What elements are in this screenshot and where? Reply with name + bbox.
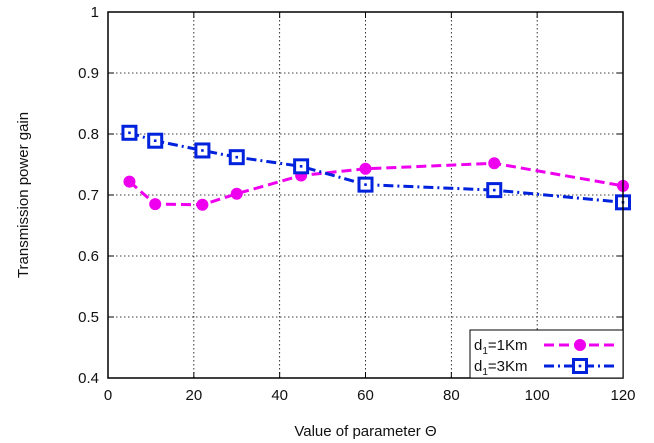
y-tick-label: 1 bbox=[91, 4, 99, 21]
y-tick-label: 0.5 bbox=[78, 309, 99, 326]
x-tick-label: 100 bbox=[525, 387, 550, 404]
series-layer bbox=[121, 124, 631, 211]
series-1-point bbox=[359, 162, 372, 175]
series-2-point-dot bbox=[235, 155, 239, 159]
x-tick-label: 80 bbox=[443, 387, 460, 404]
x-tick-label: 60 bbox=[357, 387, 374, 404]
y-tick-label: 0.9 bbox=[78, 65, 99, 82]
series-2-point-dot bbox=[492, 188, 496, 192]
series-1-point bbox=[149, 198, 162, 211]
series-1-line bbox=[128, 161, 624, 207]
series-1-point bbox=[123, 175, 136, 188]
x-axis-label: Value of parameter Θ bbox=[294, 423, 436, 440]
x-tick-label: 120 bbox=[610, 387, 635, 404]
series-2-point-dot bbox=[153, 139, 157, 143]
plot-frame bbox=[107, 11, 624, 379]
x-tick-label: 0 bbox=[104, 387, 112, 404]
legend-marker bbox=[574, 339, 586, 351]
legend-box bbox=[469, 329, 624, 379]
series-2-point-dot bbox=[364, 183, 367, 186]
y-tick-label: 0.7 bbox=[78, 187, 99, 204]
series-2-point-dot bbox=[201, 149, 204, 152]
series-1-point bbox=[196, 198, 209, 211]
tick-labels: 0 20 40 60 80 100 120 0.4 0.5 0.6 0.7 0.8 0.9 1 bbox=[78, 4, 635, 404]
x-tick-label: 20 bbox=[185, 387, 202, 404]
y-tick-label: 0.4 bbox=[78, 370, 99, 387]
series-1-point bbox=[488, 157, 501, 170]
legend-label: d1=1Km bbox=[474, 337, 528, 357]
series-1 bbox=[123, 157, 629, 211]
series-2 bbox=[121, 124, 631, 211]
x-tick-label: 40 bbox=[271, 387, 288, 404]
series-2-point-dot bbox=[299, 165, 303, 168]
legend-label: d1=3Km bbox=[474, 358, 528, 378]
series-2-point-dot bbox=[128, 131, 131, 135]
series-1-point bbox=[230, 187, 243, 200]
y-tick-label: 0.6 bbox=[78, 248, 99, 265]
legend-marker-dot bbox=[578, 364, 582, 368]
y-axis-label: Transmission power gain bbox=[15, 112, 32, 278]
y-tick-label: 0.8 bbox=[78, 126, 99, 143]
